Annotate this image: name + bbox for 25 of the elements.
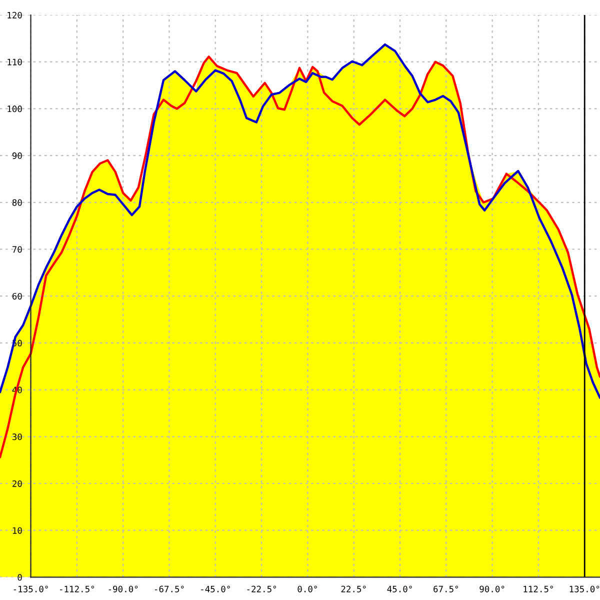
x-tick-label: 112.5° [524, 586, 553, 592]
y-tick-label: 70 [12, 246, 22, 253]
line-series [0, 43, 600, 399]
x-tick-label: 135.0° [570, 586, 600, 592]
x-tick-label: 90.0° [480, 586, 504, 592]
y-tick-label: 80 [12, 199, 22, 206]
x-tick-label: 0.0° [298, 586, 317, 592]
y-tick-label: 100 [8, 106, 22, 112]
x-tick-label: -90.0° [108, 586, 138, 592]
x-tick-label: 67.5° [434, 586, 458, 592]
y-tick-label: 120 [8, 12, 22, 18]
y-tick-label: 90 [12, 152, 22, 160]
y-tick-label: 110 [8, 58, 22, 66]
y-tick-label: 10 [12, 527, 22, 534]
line-series [0, 56, 600, 458]
y-tick-label: 60 [12, 292, 22, 300]
x-tick-label: -135.0° [14, 586, 48, 592]
x-tick-label: -112.5° [60, 586, 94, 592]
x-tick-label: -67.5° [154, 586, 184, 592]
x-tick-label: -22.5° [247, 586, 276, 592]
x-tick-label: 22.5° [341, 586, 366, 592]
y-tick-label: 20 [12, 480, 22, 487]
x-tick-label: -45.0° [201, 586, 230, 592]
y-tick-label: 30 [12, 434, 22, 440]
x-tick-label: 45.0° [387, 586, 412, 592]
